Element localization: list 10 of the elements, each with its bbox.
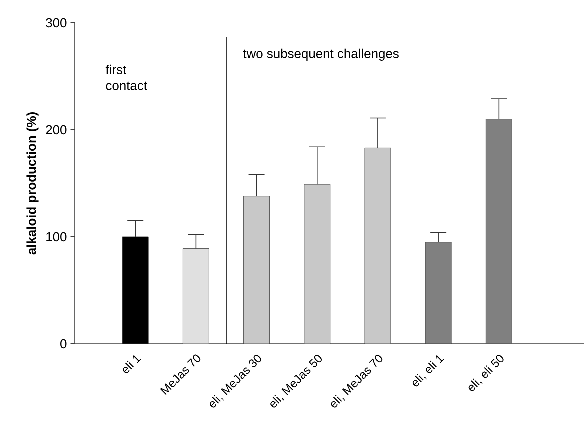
y-tick-label: 100 (46, 232, 67, 242)
y-axis-title: alkaloid production (%) (26, 112, 39, 255)
x-tick-label: eli, eli 50 (468, 354, 504, 392)
y-tick-label: 200 (46, 125, 67, 135)
x-tick-label: eli, eli 1 (412, 355, 444, 387)
annotation: two subsequent challenges (243, 48, 399, 61)
x-tick-label: eli 1 (123, 355, 142, 374)
y-tick-label: 0 (60, 339, 67, 349)
y-tick-label: 300 (46, 18, 67, 28)
annotation: first contact (106, 64, 148, 90)
